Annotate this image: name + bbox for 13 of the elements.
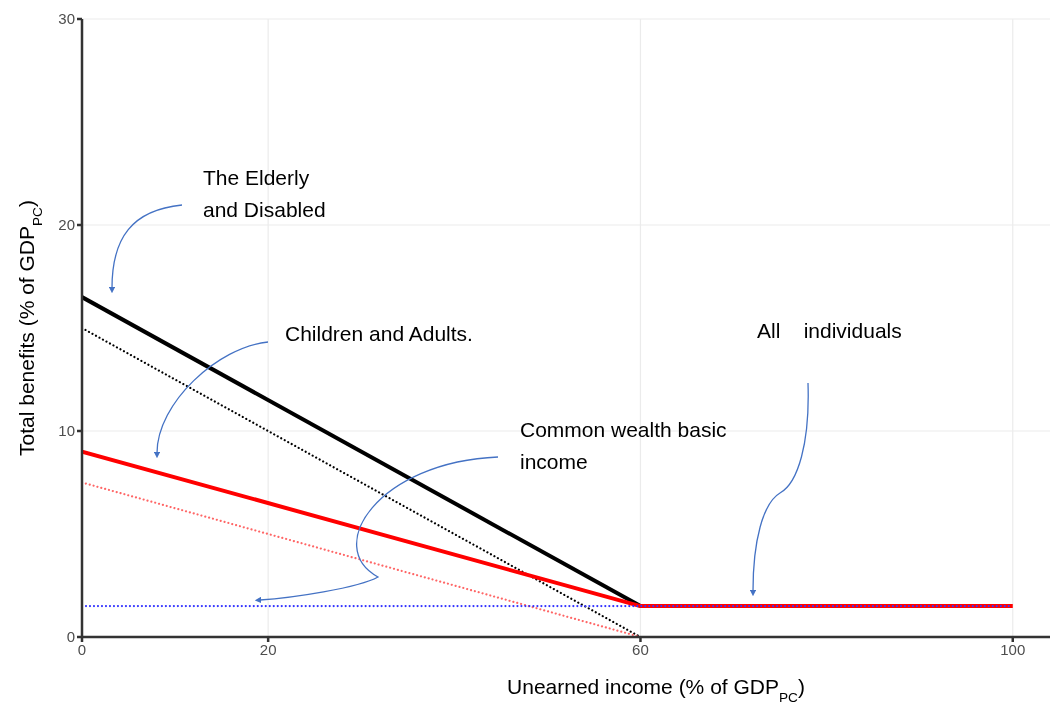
y-tick-label: 20 — [58, 216, 75, 234]
annotation: Children and Adults. — [285, 322, 473, 345]
annotation: Common wealth basic income — [520, 418, 727, 473]
annotation: All individuals — [757, 319, 902, 342]
y-tick-label: 0 — [66, 628, 75, 646]
y-tick-label: 10 — [58, 422, 75, 440]
y-tick-label: 30 — [58, 10, 75, 28]
annotation: The Elderly and Disabled — [203, 166, 326, 221]
x-tick-label: 0 — [77, 640, 87, 658]
x-tick-label: 100 — [1000, 640, 1026, 658]
x-axis-title: Unearned income (% of GDP$_{PC}$) — [507, 675, 805, 705]
x-tick-label: 20 — [259, 640, 277, 658]
x-tick-label: 60 — [632, 640, 649, 658]
